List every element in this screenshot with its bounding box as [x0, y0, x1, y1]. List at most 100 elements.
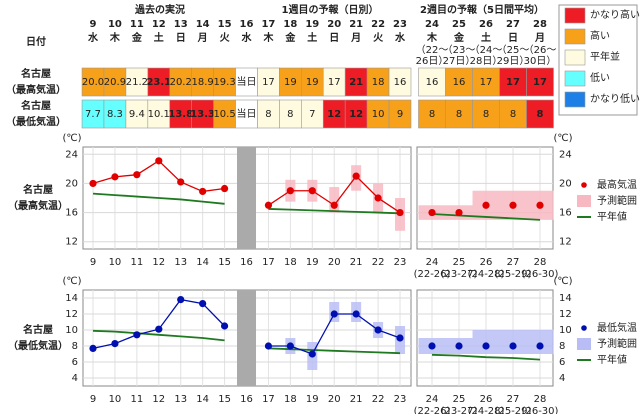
weekday: 水 [241, 31, 253, 44]
x-sublabel: (26-30) [522, 269, 559, 280]
cell-value: 19 [306, 77, 319, 88]
x-tick-label: 15 [218, 394, 231, 405]
period: 29日） [497, 55, 530, 67]
unit: (℃) [62, 276, 81, 287]
point [155, 325, 163, 333]
normal-line [431, 353, 541, 361]
legend-marker [581, 325, 587, 331]
day: 25 [452, 19, 466, 30]
normal-line [92, 329, 225, 342]
cell [472, 99, 500, 129]
x-tick-label: 10 [109, 257, 122, 268]
point [89, 179, 97, 188]
x-tick-label: 24 [426, 257, 439, 268]
legend-label: 予測範囲 [597, 337, 637, 350]
x-tick-label: 15 [218, 257, 231, 268]
cell-value: 19.3 [213, 77, 235, 88]
x-tick-label: 14 [196, 394, 209, 405]
x-sublabel: (24-28) [468, 406, 505, 414]
cell-value: 12 [327, 109, 341, 120]
cell [499, 67, 527, 97]
x-tick-label: 26 [480, 257, 493, 268]
x-tick-label: 17 [262, 394, 275, 405]
y-tick-label: 10 [65, 325, 78, 336]
unit: (℃) [553, 276, 572, 287]
y-tick-label: 14 [65, 293, 78, 304]
row-label: （最高気温） [6, 83, 66, 96]
legend-marker [577, 338, 591, 350]
point [133, 171, 141, 179]
cell-value: 10 [372, 109, 385, 120]
legend-swatch [564, 28, 586, 45]
unit: (℃) [62, 133, 81, 144]
y-tick-label: 12 [65, 237, 78, 248]
range-bar [499, 330, 527, 354]
cell [418, 67, 446, 97]
legend-label: 最高気温 [597, 178, 637, 191]
point [177, 296, 185, 304]
cell-value: 13.3 [190, 109, 215, 120]
cell-value: 当日 [237, 107, 257, 120]
y-tick-label: 24 [65, 149, 78, 160]
x-sublabel: (26-30) [522, 406, 559, 414]
x-tick-label: 25 [453, 394, 466, 405]
x-sublabel: (23-27) [441, 269, 478, 280]
x-sublabel: (24-28) [468, 269, 505, 280]
point [374, 326, 382, 334]
cell-value: 16 [394, 77, 407, 88]
legend-swatch [564, 49, 586, 66]
point [111, 173, 119, 181]
y-tick-label: 12 [559, 237, 572, 248]
cell-value: 7 [309, 109, 315, 120]
weekday: 金 [131, 31, 143, 44]
weekday: 日 [508, 32, 518, 44]
x-tick-label: 23 [394, 394, 407, 405]
date-label: 日付 [26, 35, 46, 48]
point [482, 201, 490, 209]
cell [445, 99, 473, 129]
period: 30日） [524, 55, 557, 67]
point [396, 208, 404, 217]
point [264, 342, 273, 350]
point [455, 342, 463, 350]
y-tick-label: 16 [559, 208, 572, 219]
cell-value: 8.3 [107, 109, 123, 120]
y-tick-label: 12 [559, 309, 572, 320]
legend-swatch [564, 91, 586, 108]
cell-value: 9 [397, 109, 403, 120]
x-tick-label: 10 [109, 394, 122, 405]
cell [472, 67, 500, 97]
day: 10 [108, 19, 122, 30]
x-tick-label: 9 [90, 257, 96, 268]
cell-value: 8 [429, 109, 435, 120]
cell [388, 67, 412, 97]
weekday: 日 [176, 32, 186, 44]
normal-line [268, 208, 401, 215]
cell-value: 13.8 [168, 109, 193, 120]
cell-value: 10.1 [148, 109, 170, 120]
day: 12 [152, 19, 166, 30]
section-header: 過去の実況 [134, 3, 185, 16]
day: 24 [425, 19, 439, 30]
legend-label: 高い [590, 29, 610, 42]
x-tick-label: 12 [152, 257, 165, 268]
period: （24～ [470, 44, 503, 56]
day: 15 [218, 19, 232, 30]
period: （23～ [443, 44, 476, 56]
cell [499, 99, 527, 129]
weekday: 木 [262, 31, 274, 44]
weekday: 水 [394, 31, 406, 44]
today-bar [237, 147, 257, 249]
x-tick-label: 9 [90, 394, 96, 405]
weekday: 金 [284, 31, 296, 44]
period: （22～ [416, 44, 449, 56]
cell-value: 17 [262, 77, 275, 88]
cell-value: 17 [506, 77, 520, 88]
weekday: 土 [481, 31, 491, 44]
x-sublabel: (23-27) [441, 406, 478, 414]
section-header: 2週目の予報（5日間平均） [420, 3, 544, 16]
period: （25～ [497, 44, 530, 56]
legend-label: 平年値 [597, 353, 627, 366]
y-tick-label: 12 [65, 309, 78, 320]
